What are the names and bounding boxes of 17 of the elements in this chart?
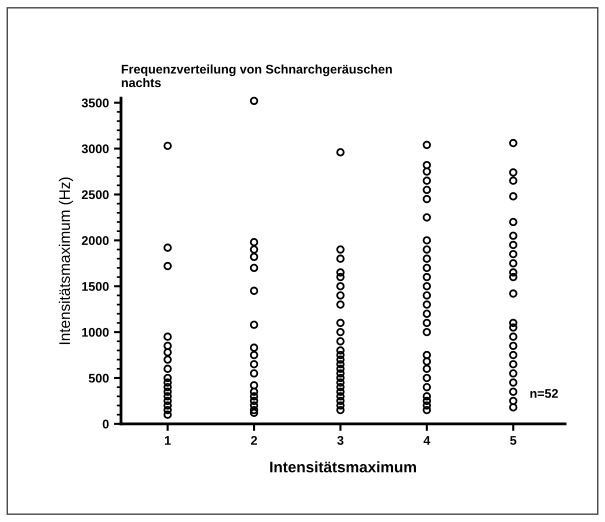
chart-title: Frequenzverteilung von Schnarchgeräuschen nachts <box>122 64 392 88</box>
y-tick-label: 2500 <box>82 190 109 200</box>
x-tick-label: 2 <box>251 436 258 445</box>
y-axis-title: Intensitätsmaximum (Hz) <box>58 177 74 344</box>
y-tick-label: 1000 <box>82 328 109 337</box>
annotation: n=52 <box>530 389 558 398</box>
x-tick-label: 1 <box>164 436 171 445</box>
y-tick-label: 0 <box>102 420 109 429</box>
x-tick-label: 5 <box>510 436 516 445</box>
y-tick-label: 2000 <box>82 236 109 246</box>
x-axis-title: Intensitätsmaximum <box>270 461 416 472</box>
y-tick-label: 1500 <box>82 282 109 291</box>
y-tick-label: 500 <box>88 374 109 383</box>
x-tick-label: 4 <box>424 436 430 445</box>
x-tick-label: 3 <box>337 436 344 445</box>
y-tick-label: 3500 <box>82 98 109 108</box>
y-tick-label: 3000 <box>82 144 109 154</box>
